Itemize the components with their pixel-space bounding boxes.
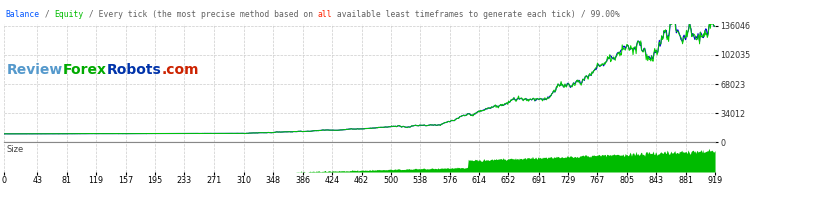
Text: Size: Size — [7, 145, 25, 154]
Text: / 99.00%: / 99.00% — [575, 10, 619, 19]
Text: Forex: Forex — [63, 63, 107, 77]
Text: / Every tick (the most precise method based on: / Every tick (the most precise method ba… — [84, 10, 317, 19]
Text: Balance: Balance — [6, 10, 39, 19]
Text: Equity: Equity — [54, 10, 84, 19]
Text: Robots: Robots — [107, 63, 161, 77]
Text: Review: Review — [7, 63, 63, 77]
Text: /: / — [39, 10, 54, 19]
Text: available least timeframes to generate each tick): available least timeframes to generate e… — [332, 10, 575, 19]
Text: all: all — [317, 10, 332, 19]
Text: .com: .com — [161, 63, 199, 77]
